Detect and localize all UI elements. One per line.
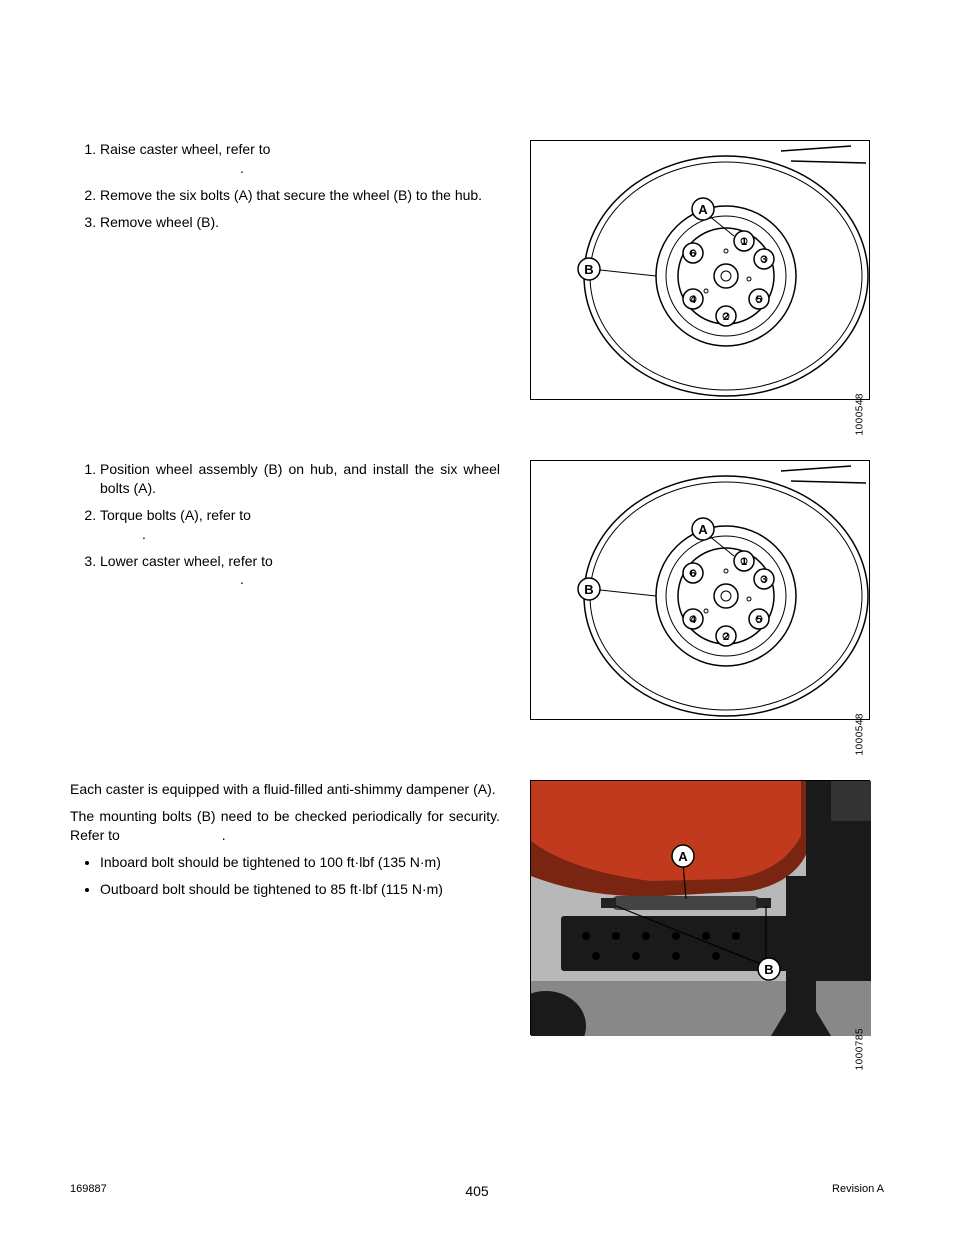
figure2-col: 1 3 5 2 4 6 A B [530,460,870,720]
step-text: Raise caster wheel, refer to [100,141,270,157]
svg-text:6: 6 [690,248,696,260]
page-footer: 169887 405 Revision A [70,1183,884,1195]
figure1-col: 1 3 5 2 4 6 [530,140,870,400]
step: Remove the six bolts (A) that secure the… [100,186,500,205]
section1-list: Raise caster wheel, refer to xxxxxxxxxxx… [70,140,500,232]
svg-text:5: 5 [756,614,762,626]
svg-text:3: 3 [761,574,767,586]
step: Remove wheel (B). [100,213,500,232]
trailing-period: . [142,526,146,542]
svg-text:4: 4 [690,294,697,306]
section2-list: Position wheel assembly (B) on hub, and … [70,460,500,589]
callout-b: B [584,582,593,597]
figure-id: 1000548 [854,713,865,755]
step-text: Torque bolts (A), refer to [100,507,251,523]
callout-a: A [678,849,688,864]
para2-text: The mounting bolts (B) need to be checke… [70,808,500,843]
section3-text: Each caster is equipped with a fluid-fil… [70,780,500,1035]
photo-svg: A B [531,781,871,1036]
para-dampener-intro: Each caster is equipped with a fluid-fil… [70,780,500,799]
svg-text:2: 2 [723,311,729,323]
bolt-torque-list: Inboard bolt should be tightened to 100 … [70,853,500,899]
svg-text:6: 6 [690,568,696,580]
figure-id: 1000548 [854,393,865,435]
svg-text:1: 1 [741,556,747,568]
wheel-svg-1: 1 3 5 2 4 6 [531,141,871,401]
wheel-svg-2: 1 3 5 2 4 6 A B [531,461,871,721]
para2-period: . [222,827,226,843]
section-remove-wheel: Raise caster wheel, refer to xxxxxxxxxxx… [70,140,884,400]
section-dampener: Each caster is equipped with a fluid-fil… [70,780,884,1035]
svg-text:5: 5 [756,294,762,306]
step: Torque bolts (A), refer to xxxxxx. [100,506,500,544]
footer-page-number: 405 [70,1183,884,1199]
figure-id: 1000785 [854,1028,865,1070]
svg-text:4: 4 [690,614,697,626]
trailing-period: . [240,160,244,176]
svg-text:3: 3 [761,254,767,266]
bullet: Inboard bolt should be tightened to 100 … [100,853,500,872]
callout-b: B [764,962,773,977]
callout-a: A [698,202,708,217]
figure3-col: A B 1000785 [530,780,870,1035]
figure-dampener-photo: A B 1000785 [530,780,870,1035]
figure-wheel-diagram-1: 1 3 5 2 4 6 [530,140,870,400]
step: Raise caster wheel, refer to xxxxxxxxxxx… [100,140,500,178]
step: Position wheel assembly (B) on hub, and … [100,460,500,498]
svg-text:2: 2 [723,631,729,643]
trailing-period: . [240,571,244,587]
step: Lower caster wheel, refer to xxxxxxxxxxx… [100,552,500,590]
callout-b: B [584,262,593,277]
para-mounting-bolts: The mounting bolts (B) need to be checke… [70,807,500,845]
svg-text:1: 1 [741,236,747,248]
section1-text: Raise caster wheel, refer to xxxxxxxxxxx… [70,140,500,400]
bullet: Outboard bolt should be tightened to 85 … [100,880,500,899]
figure-wheel-diagram-2: 1 3 5 2 4 6 A B [530,460,870,720]
section2-text: Position wheel assembly (B) on hub, and … [70,460,500,720]
callout-a: A [698,522,708,537]
section-install-wheel: Position wheel assembly (B) on hub, and … [70,460,884,720]
step-text: Lower caster wheel, refer to [100,553,273,569]
